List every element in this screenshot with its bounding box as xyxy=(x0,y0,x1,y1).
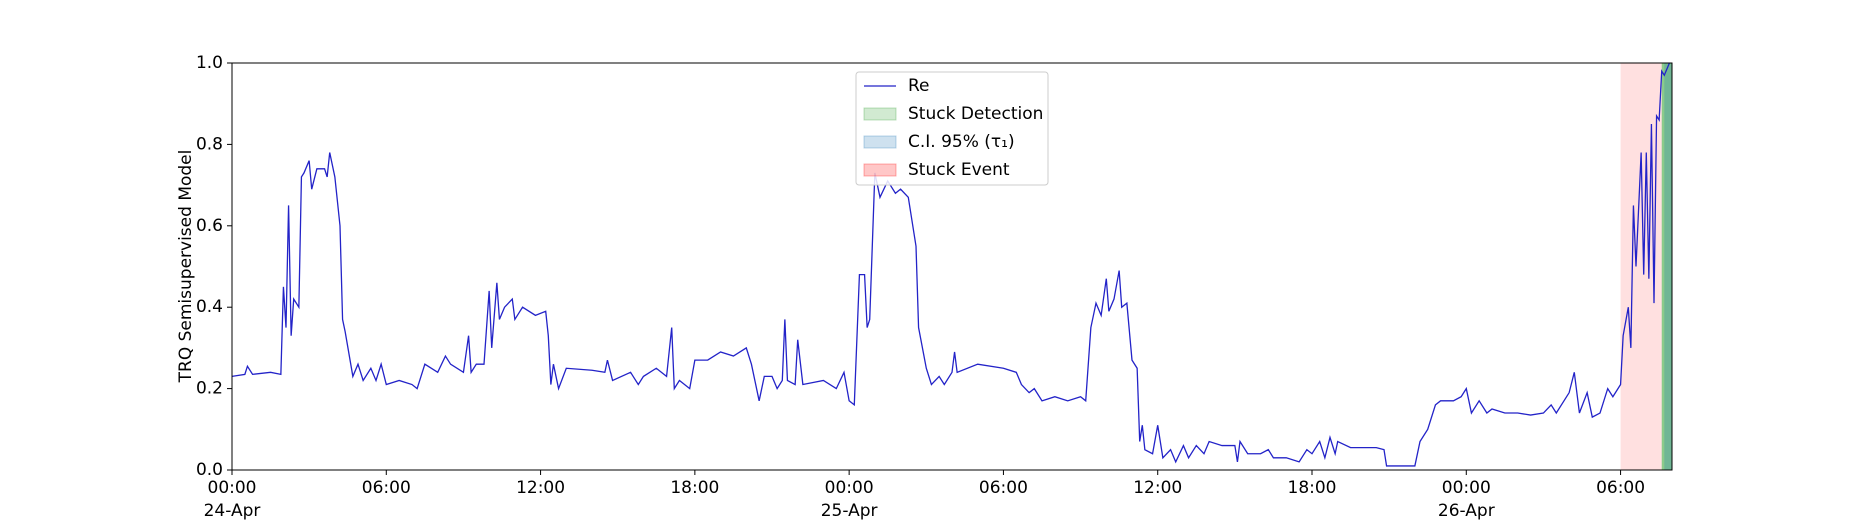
y-tick-label: 1.0 xyxy=(196,53,223,73)
x-tick-label: 18:00 xyxy=(1288,478,1337,498)
data-line xyxy=(231,62,1671,467)
legend-label: Re xyxy=(908,76,930,96)
span-region xyxy=(1664,63,1672,470)
x-tick-label: 06:00 xyxy=(979,478,1028,498)
y-tick-label: 0.8 xyxy=(196,134,223,154)
legend-box xyxy=(855,71,1049,186)
legend-label: C.I. 95% (τ₁) xyxy=(908,132,1015,152)
span-region xyxy=(1620,63,1662,470)
legend: Re Stuck Detection C.I. 95% (τ₁) Stuck Even… xyxy=(855,71,1049,186)
x-tick-label: 12:00 xyxy=(516,478,565,498)
legend-swatch xyxy=(863,135,897,149)
legend-swatch xyxy=(863,163,897,177)
span-region xyxy=(1661,63,1672,470)
legend-label: Stuck Event xyxy=(908,160,1010,180)
legend-label: Stuck Detection xyxy=(908,104,1043,124)
legend-swatch xyxy=(863,107,897,121)
x-tick-label: 06:00 xyxy=(362,478,411,498)
y-tick-label: 0.0 xyxy=(196,460,223,480)
x-tick-label: 12:00 xyxy=(1133,478,1182,498)
y-axis-label: TRQ Semisupervised Model xyxy=(176,150,196,384)
x-tick-label: 06:00 xyxy=(1596,478,1645,498)
plot-frame xyxy=(231,62,1673,471)
y-tick-label: 0.2 xyxy=(196,379,223,399)
x-tick-label: 00:00 25-Apr xyxy=(821,478,878,521)
x-tick-label: 00:00 26-Apr xyxy=(1438,478,1495,521)
y-tick-label: 0.6 xyxy=(196,216,223,236)
y-tick-label: 0.4 xyxy=(196,297,223,317)
x-tick-label: 18:00 xyxy=(670,478,719,498)
